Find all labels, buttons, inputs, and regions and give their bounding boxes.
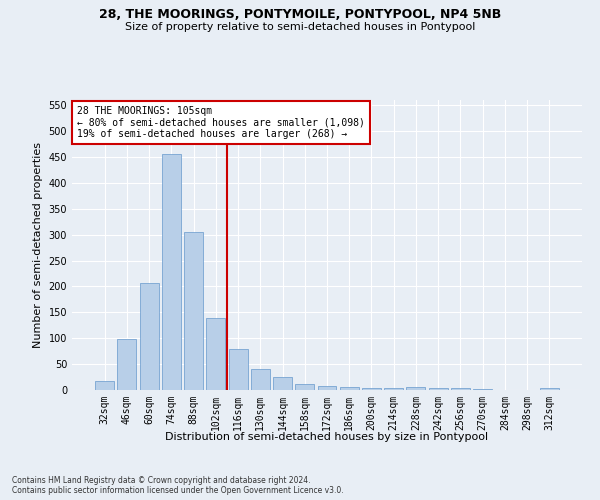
Text: 28 THE MOORINGS: 105sqm
← 80% of semi-detached houses are smaller (1,098)
19% of: 28 THE MOORINGS: 105sqm ← 80% of semi-de…: [77, 106, 365, 139]
Bar: [429, 388, 448, 390]
Bar: [184, 232, 203, 390]
Bar: [362, 388, 381, 390]
Bar: [118, 339, 136, 390]
Bar: [451, 388, 470, 390]
Bar: [406, 388, 425, 390]
Bar: [317, 386, 337, 390]
Bar: [295, 384, 314, 390]
Bar: [206, 318, 225, 390]
Text: 28, THE MOORINGS, PONTYMOILE, PONTYPOOL, NP4 5NB: 28, THE MOORINGS, PONTYMOILE, PONTYPOOL,…: [99, 8, 501, 20]
Bar: [229, 349, 248, 390]
Text: Size of property relative to semi-detached houses in Pontypool: Size of property relative to semi-detach…: [125, 22, 475, 32]
Bar: [251, 370, 270, 390]
Text: Contains HM Land Registry data © Crown copyright and database right 2024.
Contai: Contains HM Land Registry data © Crown c…: [12, 476, 344, 495]
Bar: [384, 388, 403, 390]
Bar: [540, 388, 559, 390]
Bar: [162, 154, 181, 390]
Bar: [140, 284, 158, 390]
Bar: [273, 377, 292, 390]
Y-axis label: Number of semi-detached properties: Number of semi-detached properties: [33, 142, 43, 348]
Bar: [340, 387, 359, 390]
Text: Distribution of semi-detached houses by size in Pontypool: Distribution of semi-detached houses by …: [166, 432, 488, 442]
Bar: [95, 381, 114, 390]
